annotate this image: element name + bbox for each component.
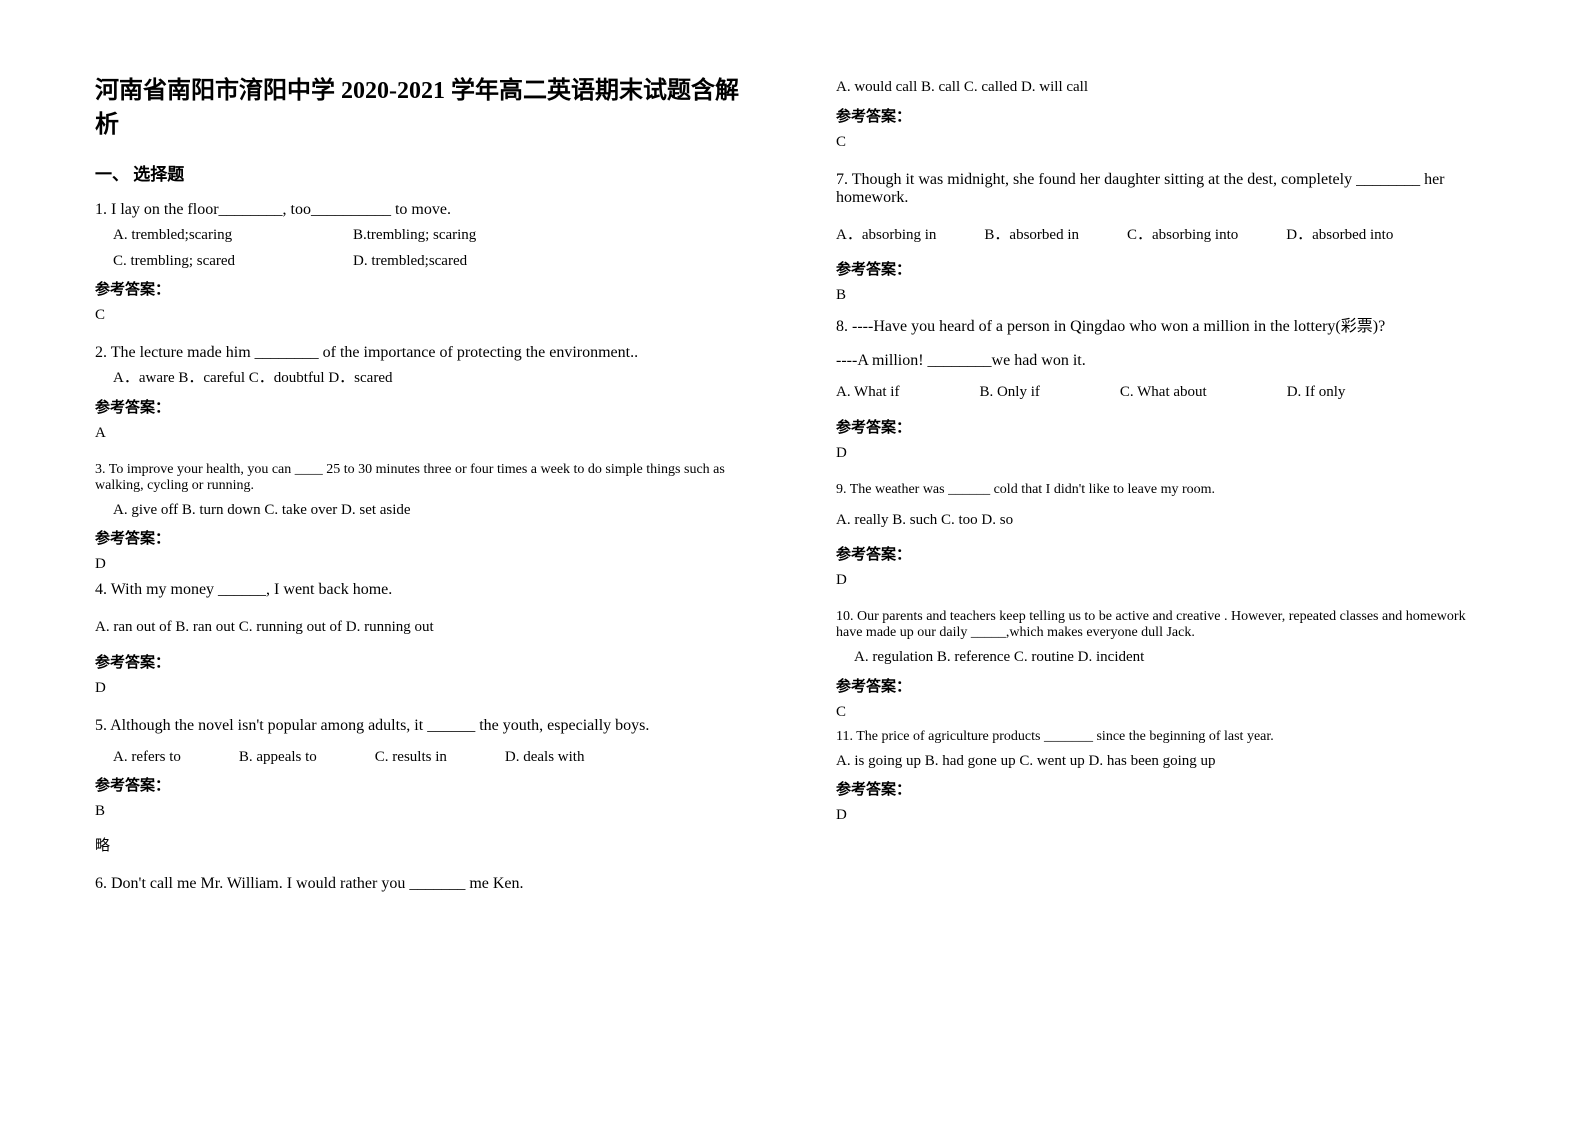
- question-11: 11. The price of agriculture products __…: [836, 729, 1492, 839]
- q8-text2: ----A million! ________we had won it.: [836, 352, 1492, 370]
- q7-options: A．absorbing in B．absorbed in C．absorbing…: [836, 223, 1492, 249]
- q7-answer-label: 参考答案：: [836, 258, 1492, 279]
- q4-answer-label: 参考答案：: [95, 651, 751, 672]
- question-6-cont: A. would call B. call C. called D. will …: [836, 75, 1492, 165]
- q1-optB: B.trembling; scaring: [353, 223, 476, 249]
- q5-optB: B. appeals to: [239, 745, 317, 771]
- right-column: A. would call B. call C. called D. will …: [836, 75, 1492, 1047]
- q7-optC: C．absorbing into: [1127, 223, 1238, 249]
- document-title: 河南省南阳市淯阳中学 2020-2021 学年高二英语期末试题含解析: [95, 75, 751, 142]
- question-10: 10. Our parents and teachers keep tellin…: [836, 609, 1492, 723]
- q1-options: A. trembled;scaring B.trembling; scaring…: [95, 223, 751, 274]
- q6-text: 6. Don't call me Mr. William. I would ra…: [95, 875, 751, 893]
- section-header: 一、 选择题: [95, 160, 751, 185]
- q10-options: A. regulation B. reference C. routine D.…: [836, 645, 1492, 671]
- question-4: 4. With my money ______, I went back hom…: [95, 581, 751, 711]
- q1-optC: C. trembling; scared: [113, 249, 353, 275]
- q1-answer: C: [95, 307, 751, 324]
- question-3: 3. To improve your health, you can ____ …: [95, 462, 751, 576]
- q1-text: 1. I lay on the floor________, too______…: [95, 201, 751, 219]
- q11-options: A. is going up B. had gone up C. went up…: [836, 749, 1492, 775]
- question-5: 5. Although the novel isn't popular amon…: [95, 717, 751, 870]
- q3-text: 3. To improve your health, you can ____ …: [95, 462, 751, 494]
- q5-optC: C. results in: [375, 745, 447, 771]
- q8-answer-label: 参考答案：: [836, 416, 1492, 437]
- q3-options: A. give off B. turn down C. take over D.…: [95, 498, 751, 524]
- q9-options: A. really B. such C. too D. so: [836, 508, 1492, 534]
- q5-options: A. refers to B. appeals to C. results in…: [95, 745, 751, 771]
- q5-answer: B: [95, 803, 751, 820]
- question-6-partial: 6. Don't call me Mr. William. I would ra…: [95, 875, 751, 897]
- q9-text: 9. The weather was ______ cold that I di…: [836, 482, 1492, 498]
- q9-answer-label: 参考答案：: [836, 543, 1492, 564]
- left-column: 河南省南阳市淯阳中学 2020-2021 学年高二英语期末试题含解析 一、 选择…: [95, 75, 751, 1047]
- q2-text: 2. The lecture made him ________ of the …: [95, 344, 751, 362]
- q9-answer: D: [836, 572, 1492, 589]
- question-9: 9. The weather was ______ cold that I di…: [836, 482, 1492, 604]
- q5-optA: A. refers to: [113, 745, 181, 771]
- q8-optC: C. What about: [1120, 380, 1207, 406]
- q4-text: 4. With my money ______, I went back hom…: [95, 581, 751, 599]
- q11-answer-label: 参考答案：: [836, 778, 1492, 799]
- q7-text: 7. Though it was midnight, she found her…: [836, 171, 1492, 207]
- q2-answer-label: 参考答案：: [95, 396, 751, 417]
- q5-note: 略: [95, 834, 751, 855]
- q1-optD: D. trembled;scared: [353, 249, 467, 275]
- q2-answer: A: [95, 425, 751, 442]
- q1-optA: A. trembled;scaring: [113, 223, 353, 249]
- q8-answer: D: [836, 445, 1492, 462]
- q6-options: A. would call B. call C. called D. will …: [836, 75, 1492, 101]
- q10-answer: C: [836, 704, 1492, 721]
- q7-optD: D．absorbed into: [1286, 223, 1393, 249]
- q7-answer: B: [836, 287, 1492, 304]
- q5-text: 5. Although the novel isn't popular amon…: [95, 717, 751, 735]
- q10-answer-label: 参考答案：: [836, 675, 1492, 696]
- q6-answer: C: [836, 134, 1492, 151]
- q3-answer-label: 参考答案：: [95, 527, 751, 548]
- question-1: 1. I lay on the floor________, too______…: [95, 201, 751, 338]
- q11-text: 11. The price of agriculture products __…: [836, 729, 1492, 745]
- q5-answer-label: 参考答案：: [95, 774, 751, 795]
- q2-options: A．aware B．careful C．doubtful D．scared: [95, 366, 751, 392]
- q8-optA: A. What if: [836, 380, 899, 406]
- q5-optD: D. deals with: [505, 745, 585, 771]
- q6-answer-label: 参考答案：: [836, 105, 1492, 126]
- q4-answer: D: [95, 680, 751, 697]
- q8-optB: B. Only if: [979, 380, 1039, 406]
- question-8: 8. ----Have you heard of a person in Qin…: [836, 312, 1492, 476]
- q8-options: A. What if B. Only if C. What about D. I…: [836, 380, 1492, 406]
- q4-options: A. ran out of B. ran out C. running out …: [95, 615, 751, 641]
- question-2: 2. The lecture made him ________ of the …: [95, 344, 751, 456]
- q7-optA: A．absorbing in: [836, 223, 936, 249]
- q1-answer-label: 参考答案：: [95, 278, 751, 299]
- q7-optB: B．absorbed in: [984, 223, 1079, 249]
- q11-answer: D: [836, 807, 1492, 824]
- question-7: 7. Though it was midnight, she found her…: [836, 171, 1492, 307]
- q10-text: 10. Our parents and teachers keep tellin…: [836, 609, 1492, 641]
- q8-optD: D. If only: [1287, 380, 1346, 406]
- q3-answer: D: [95, 556, 751, 573]
- q8-text1: 8. ----Have you heard of a person in Qin…: [836, 312, 1492, 336]
